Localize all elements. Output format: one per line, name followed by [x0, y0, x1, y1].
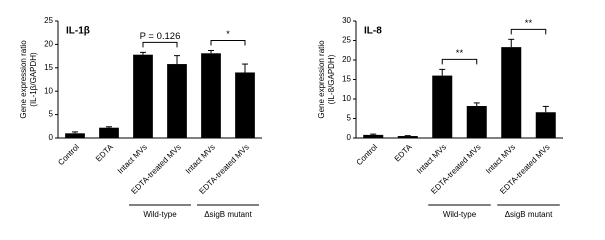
x-tick-label: Intact MVs: [184, 143, 217, 176]
bar: [201, 53, 221, 138]
y-axis-label: Gene expression ratio: [19, 40, 28, 119]
x-tick-label: EDTA: [393, 142, 415, 164]
group-label: ΔsigB mutant: [505, 210, 553, 219]
chart-title: IL-1β: [66, 26, 90, 37]
significance-bracket: [210, 39, 246, 46]
bar: [167, 64, 187, 138]
y-tick-label: 30: [342, 16, 351, 25]
y-tick-label: 20: [342, 55, 351, 64]
significance-bracket: [510, 28, 547, 35]
bar: [235, 72, 255, 138]
y-tick-label: 15: [44, 63, 53, 72]
x-tick-label: Intact MVs: [116, 143, 149, 176]
y-tick-label: 10: [342, 94, 351, 103]
bar: [535, 112, 556, 138]
x-tick-label: EDTA: [94, 142, 116, 164]
chart-title: IL-8: [364, 26, 382, 37]
significance-bracket: [441, 58, 478, 65]
y-axis-label: Gene expression ratio: [317, 40, 326, 119]
bar: [466, 106, 487, 138]
bar: [65, 133, 85, 138]
chart: 0 5 10 15 20 25 30 Gene expression ratio (IL-8/G…: [317, 16, 563, 219]
y-tick-label: 0: [347, 133, 352, 142]
x-tick-label: Control: [355, 142, 380, 167]
y-tick-label: 25: [44, 16, 53, 25]
significance-label: **: [525, 18, 533, 29]
bar: [501, 47, 522, 138]
y-tick-label: 0: [49, 133, 54, 142]
group-label: Wild-type: [143, 210, 177, 219]
group-label: ΔsigB mutant: [204, 210, 252, 219]
x-tick-label: Control: [56, 142, 81, 167]
y-tick-label: 5: [49, 110, 54, 119]
y-tick-label: 15: [342, 75, 351, 84]
bar: [133, 54, 153, 138]
y-axis-label: (IL-1β/GAPDH): [29, 52, 38, 107]
significance-label: *: [226, 29, 230, 40]
y-tick-label: 25: [342, 36, 351, 45]
bar: [99, 127, 119, 138]
x-tick-label: Intact MVs: [415, 143, 448, 176]
y-tick-label: 10: [44, 86, 53, 95]
significance-label: **: [456, 48, 464, 59]
significance-bracket: [142, 41, 178, 48]
bar: [397, 136, 418, 138]
x-tick-label: Intact MVs: [484, 143, 517, 176]
bar: [363, 134, 384, 138]
y-axis-label: (IL-8/GAPDH): [327, 54, 336, 104]
group-label: Wild-type: [443, 210, 477, 219]
y-tick-label: 5: [347, 114, 352, 123]
y-tick-label: 20: [44, 40, 53, 49]
chart: 0 5 10 15 20 25 Gene expression ratio (IL-1β/GA…: [19, 16, 262, 219]
significance-label: P = 0.126: [140, 31, 181, 42]
bar: [432, 75, 453, 138]
